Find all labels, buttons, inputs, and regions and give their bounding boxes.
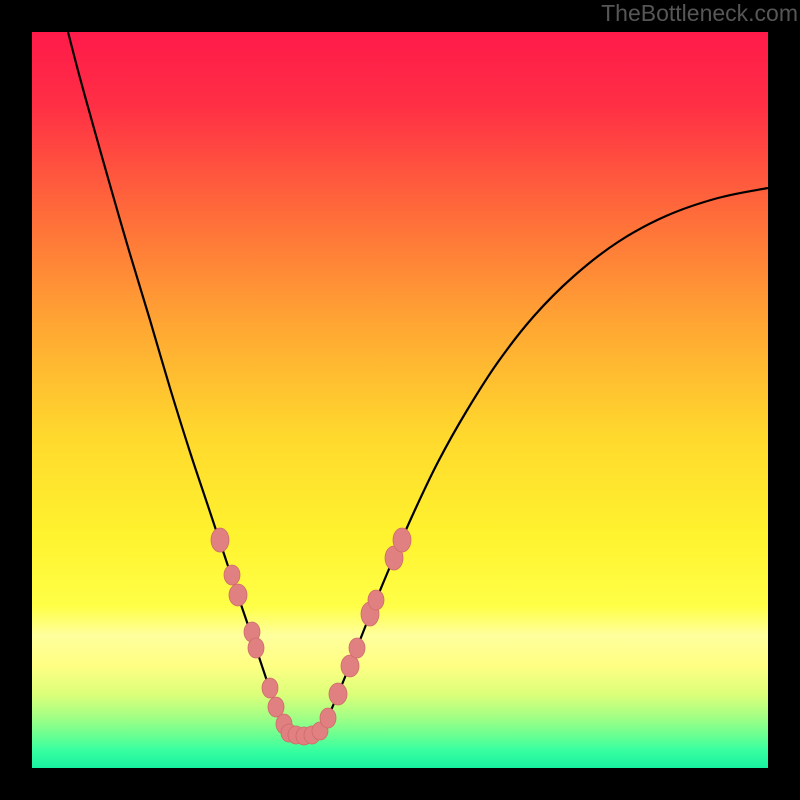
scatter-markers xyxy=(211,528,411,745)
scatter-marker xyxy=(229,584,247,606)
scatter-marker xyxy=(224,565,240,585)
chart-svg-layer xyxy=(0,0,800,800)
scatter-marker xyxy=(320,708,336,728)
scatter-marker xyxy=(368,590,384,610)
scatter-marker xyxy=(385,546,403,570)
scatter-marker xyxy=(341,655,359,677)
scatter-marker xyxy=(281,724,297,742)
scatter-marker xyxy=(361,602,379,626)
chart-plot-area xyxy=(0,0,800,800)
scatter-marker xyxy=(262,678,278,698)
scatter-marker xyxy=(211,528,229,552)
scatter-marker xyxy=(304,726,320,744)
scatter-marker xyxy=(288,726,304,744)
scatter-marker xyxy=(329,683,347,705)
chart-gradient-background xyxy=(32,32,768,768)
scatter-marker xyxy=(244,622,260,642)
watermark-text: TheBottleneck.com xyxy=(601,0,798,27)
scatter-marker xyxy=(268,697,284,717)
curve-left-descending xyxy=(68,32,288,735)
scatter-marker xyxy=(296,727,312,745)
scatter-marker xyxy=(276,714,292,734)
scatter-marker xyxy=(393,528,411,552)
curve-right-ascending xyxy=(318,188,768,735)
scatter-marker xyxy=(349,638,365,658)
scatter-marker xyxy=(312,722,328,740)
scatter-marker xyxy=(248,638,264,658)
watermark-container: TheBottleneck.com xyxy=(601,0,798,27)
